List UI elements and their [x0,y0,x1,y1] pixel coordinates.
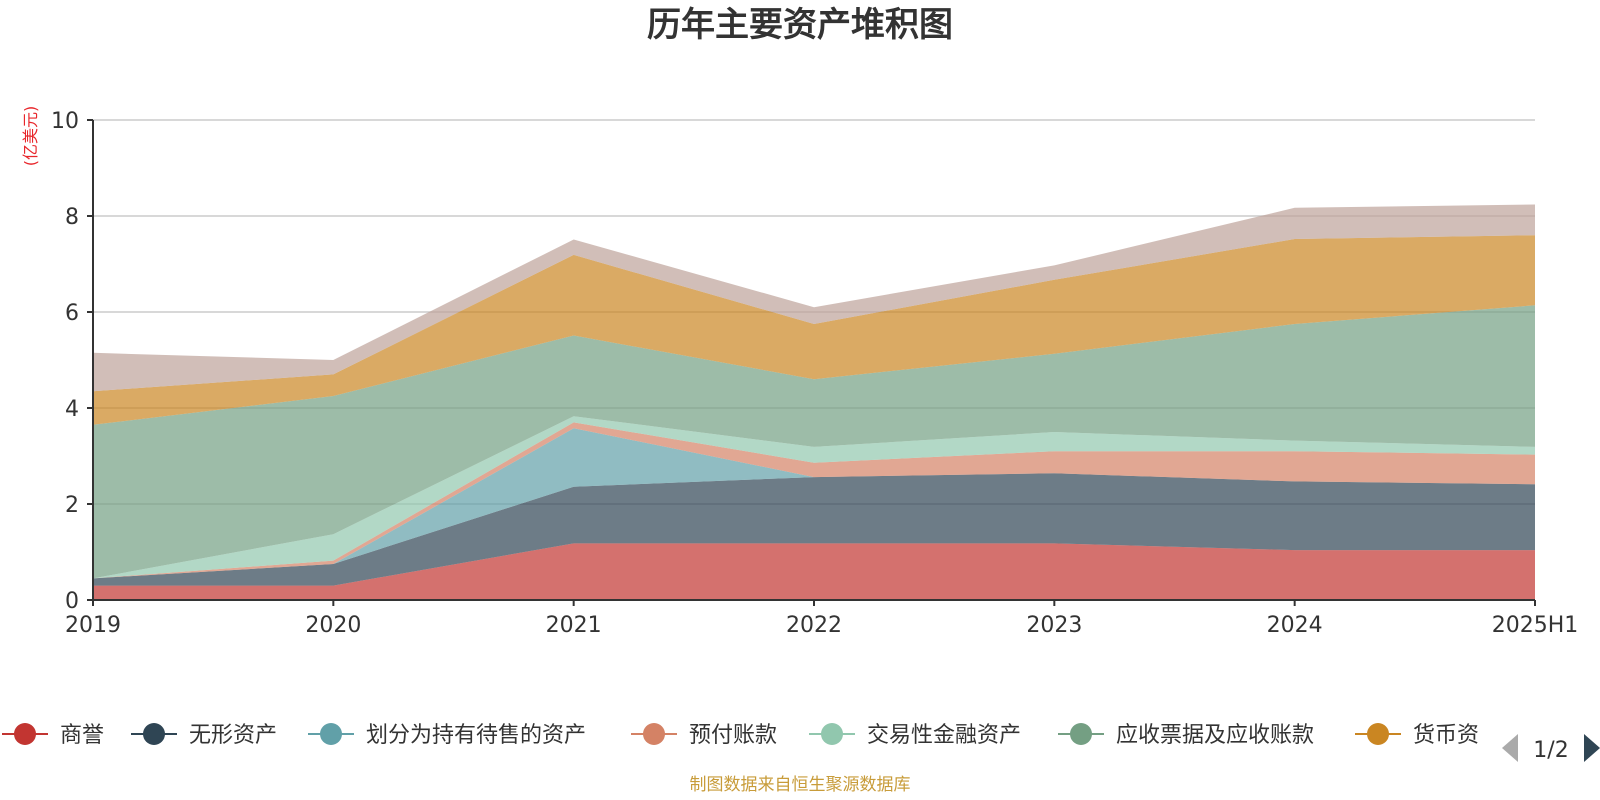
legend-pager: 1/2 [1502,734,1600,763]
area-series-group [93,204,1535,600]
area-series-0 [93,543,1535,600]
x-tick-label: 2019 [65,613,121,638]
x-tick-label: 2023 [1026,613,1082,638]
y-axis-unit: (亿美元) [21,106,40,167]
x-tick-label: 2021 [546,613,602,638]
legend-label: 预付账款 [689,723,777,748]
y-tick-label: 10 [51,109,79,134]
y-tick-label: 6 [65,301,79,326]
y-tick-label: 2 [65,493,79,518]
legend-marker-icon [1070,723,1092,745]
legend-label: 应收票据及应收账款 [1116,723,1314,748]
area-series-4 [93,416,1535,579]
x-tick-label: 2020 [305,613,361,638]
y-tick-label: 0 [65,589,79,614]
legend-marker-icon [643,723,665,745]
legend-label: 商誉 [60,723,104,748]
legend-item-6[interactable]: 货币资 [1355,723,1479,748]
legend-marker-icon [320,723,342,745]
legend: 商誉 无形资产 划分为持有待售的资产 预付账款 交易性金融资产 应收票据及应收账款 货币资 [2,723,1479,748]
x-tick-label: 2025H1 [1492,613,1579,638]
area-series-3 [93,422,1535,579]
legend-label: 无形资产 [189,723,277,748]
data-source-note: 制图数据来自恒生聚源数据库 [690,775,911,795]
legend-label: 交易性金融资产 [867,723,1021,748]
legend-marker-icon [143,723,165,745]
legend-item-4[interactable]: 交易性金融资产 [809,723,1021,748]
legend-item-1[interactable]: 无形资产 [131,723,277,748]
chart-title: 历年主要资产堆积图 [647,5,953,45]
area-series-6 [93,235,1535,425]
legend-next-icon[interactable] [1584,734,1600,762]
legend-item-3[interactable]: 预付账款 [631,723,777,748]
area-series-5 [93,305,1535,579]
x-tick-label: 2022 [786,613,842,638]
legend-prev-icon[interactable] [1502,734,1518,762]
axes: 0 2 4 6 8 10 2019 2020 2021 2022 2023 2024 2025H1 [51,109,1578,638]
legend-marker-icon [1367,723,1389,745]
x-tick-label: 2024 [1267,613,1323,638]
legend-item-2[interactable]: 划分为持有待售的资产 [308,723,586,748]
legend-page-indicator: 1/2 [1533,738,1568,763]
legend-marker-icon [821,723,843,745]
y-tick-label: 4 [65,397,79,422]
legend-item-0[interactable]: 商誉 [2,723,104,748]
area-series-7 [93,204,1535,392]
legend-marker-icon [14,723,36,745]
legend-item-5[interactable]: 应收票据及应收账款 [1058,723,1314,748]
area-series-1 [93,473,1535,586]
legend-label: 货币资 [1413,723,1479,748]
y-tick-label: 8 [65,205,79,230]
legend-label: 划分为持有待售的资产 [366,723,586,748]
